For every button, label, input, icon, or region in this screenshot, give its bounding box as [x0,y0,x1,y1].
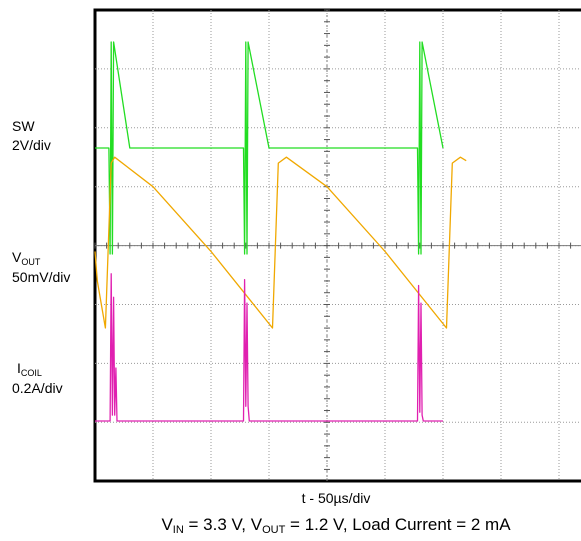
sw-scale-label: 2V/div [12,137,51,153]
icoil-trace [95,273,443,422]
traces [94,41,467,422]
vout-trace-label: VOUT [12,249,41,267]
graticule [95,10,581,481]
graticule-center-ticks [94,9,581,481]
vout-trace [94,156,467,329]
icoil-trace-label: ICOIL [17,360,42,378]
vout-scale-label: 50mV/div [12,269,71,285]
sw-trace-label: SW [12,118,35,134]
figure-caption: VIN = 3.3 V, VOUT = 1.2 V, Load Current … [161,515,511,536]
x-axis-label: t - 50µs/div [301,490,371,506]
sw-trace [95,41,444,255]
icoil-scale-label: 0.2A/div [12,380,63,396]
